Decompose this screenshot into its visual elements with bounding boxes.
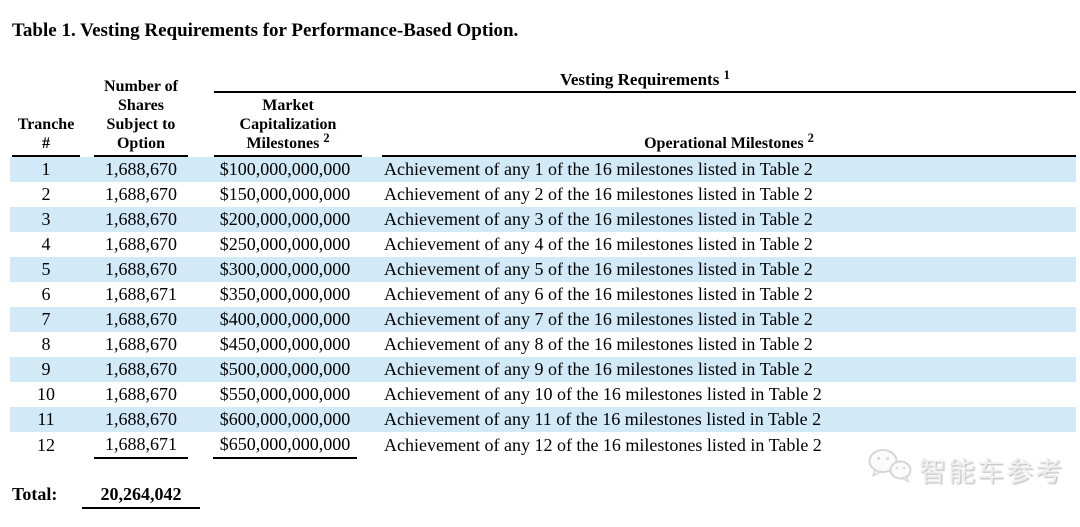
table-header: Tranche # Number of Shares Subject to Op… — [10, 62, 1076, 157]
tranche-cell: 10 — [37, 384, 55, 404]
tranche-cell: 11 — [10, 407, 82, 432]
operational-header-label: Operational Milestones — [644, 135, 804, 152]
market-cap-cell: $400,000,000,000 — [200, 307, 370, 332]
table-row: 2 1,688,670 $150,000,000,000 Achievement of… — [10, 182, 1076, 207]
tranche-cell: 3 — [10, 207, 82, 232]
market-cap-cell: $100,000,000,000 — [200, 157, 370, 182]
table-row: 4 1,688,670 $250,000,000,000 Achievement of… — [10, 232, 1076, 257]
total-shares-value: 20,264,042 — [82, 484, 200, 509]
milestone-cell: Achievement of any 4 of the 16 milestone… — [384, 234, 813, 254]
shares-cell: 1,688,671 — [82, 432, 200, 459]
column-header-market-cap: Market Capitalization Milestones 2 — [200, 93, 370, 157]
table-row: 11 1,688,670 $600,000,000,000 Achievement o… — [10, 407, 1076, 432]
shares-cell: 1,688,670 — [82, 357, 200, 382]
table-row: 8 1,688,670 $450,000,000,000 Achievement of… — [10, 332, 1076, 357]
tranche-cell: 9 — [10, 357, 82, 382]
shares-cell: 1,688,670 — [82, 257, 200, 282]
group-header-vesting-requirements: Vesting Requirements 1 — [200, 62, 1076, 93]
vesting-requirements-label: Vesting Requirements — [560, 70, 720, 89]
shares-header-label: Number of Shares Subject to Option — [104, 78, 178, 152]
table-row: 6 1,688,671 $350,000,000,000 Achievement of… — [10, 282, 1076, 307]
market-cap-cell: $150,000,000,000 — [219, 184, 351, 204]
market-cap-cell: $250,000,000,000 — [219, 234, 351, 254]
shares-cell: 1,688,670 — [82, 307, 200, 332]
footnote-marker-2: 2 — [807, 131, 814, 145]
milestone-cell: Achievement of any 2 of the 16 milestone… — [384, 184, 813, 204]
shares-cell: 1,688,670 — [105, 184, 177, 204]
column-header-operational: Operational Milestones 2 — [370, 93, 1076, 157]
shares-cell: 1,688,671 — [105, 284, 177, 304]
column-header-tranche: Tranche # — [10, 62, 82, 157]
shares-cell: 1,688,670 — [105, 234, 177, 254]
milestone-cell: Achievement of any 7 of the 16 milestone… — [370, 307, 1076, 332]
milestone-cell: Achievement of any 5 of the 16 milestone… — [370, 257, 1076, 282]
market-cap-cell: $650,000,000,000 — [200, 432, 370, 459]
market-cap-cell: $500,000,000,000 — [200, 357, 370, 382]
market-cap-header-label: Market Capitalization Milestones — [239, 97, 337, 152]
table-title: Table 1. Vesting Requirements for Perfor… — [12, 20, 519, 41]
tranche-cell: 7 — [10, 307, 82, 332]
tranche-cell: 8 — [41, 334, 51, 354]
total-label: Total: — [12, 484, 58, 504]
tranche-cell: 5 — [10, 257, 82, 282]
tranche-cell: 1 — [10, 157, 82, 182]
table-row: 1 1,688,670 $100,000,000,000 Achievement of… — [10, 157, 1076, 182]
market-cap-cell: $600,000,000,000 — [200, 407, 370, 432]
market-cap-cell: $350,000,000,000 — [219, 284, 351, 304]
tranche-cell: 6 — [41, 284, 51, 304]
milestone-cell: Achievement of any 11 of the 16 mileston… — [370, 407, 1076, 432]
milestone-cell: Achievement of any 10 of the 16 mileston… — [384, 384, 822, 404]
market-cap-cell: $550,000,000,000 — [219, 384, 351, 404]
tranche-header-label: Tranche # — [17, 116, 75, 152]
column-header-shares: Number of Shares Subject to Option — [82, 62, 200, 157]
shares-cell: 1,688,670 — [82, 207, 200, 232]
tranche-cell: 2 — [41, 184, 51, 204]
milestone-cell: Achievement of any 3 of the 16 milestone… — [370, 207, 1076, 232]
vesting-table: Tranche # Number of Shares Subject to Op… — [10, 62, 1076, 459]
table-row: 9 1,688,670 $500,000,000,000 Achievement of… — [10, 357, 1076, 382]
shares-cell: 1,688,670 — [82, 407, 200, 432]
total-row: Total: 20,264,042 — [10, 482, 410, 514]
shares-cell: 1,688,670 — [82, 157, 200, 182]
shares-cell: 1,688,670 — [105, 384, 177, 404]
market-cap-cell: $450,000,000,000 — [219, 334, 351, 354]
table-row: 5 1,688,670 $300,000,000,000 Achievement of… — [10, 257, 1076, 282]
shares-cell: 1,688,670 — [105, 334, 177, 354]
tranche-cell: 12 — [37, 435, 55, 455]
table-row: 10 1,688,670 $550,000,000,000 Achievement o… — [10, 382, 1076, 407]
milestone-cell: Achievement of any 6 of the 16 milestone… — [384, 284, 813, 304]
footnote-marker-2: 2 — [323, 131, 330, 145]
footnote-marker-1: 1 — [723, 68, 730, 82]
milestone-cell: Achievement of any 8 of the 16 milestone… — [384, 334, 813, 354]
table-row: 12 1,688,671 $650,000,000,000 Achievement o… — [10, 432, 1076, 459]
milestone-cell: Achievement of any 1 of the 16 milestone… — [370, 157, 1076, 182]
table-row: 3 1,688,670 $200,000,000,000 Achievement of… — [10, 207, 1076, 232]
table-row: 7 1,688,670 $400,000,000,000 Achievement of… — [10, 307, 1076, 332]
market-cap-cell: $300,000,000,000 — [200, 257, 370, 282]
milestone-cell: Achievement of any 9 of the 16 milestone… — [370, 357, 1076, 382]
milestone-cell: Achievement of any 12 of the 16 mileston… — [384, 435, 822, 455]
table-body: 1 1,688,670 $100,000,000,000 Achievement of… — [10, 157, 1076, 459]
tranche-cell: 4 — [41, 234, 51, 254]
market-cap-cell: $200,000,000,000 — [200, 207, 370, 232]
